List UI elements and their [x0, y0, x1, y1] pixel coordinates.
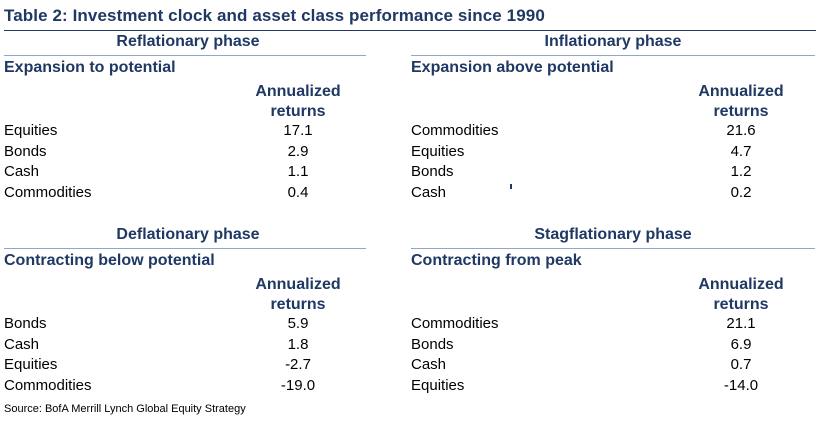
- asset-return: 1.2: [730, 163, 752, 180]
- table-row: Bonds 1.2: [411, 162, 811, 182]
- table-row: Equities -2.7: [4, 355, 404, 375]
- asset-return: 0.7: [730, 356, 752, 373]
- quadrant-deflationary: Deflationary phase Contracting below pot…: [4, 226, 412, 416]
- asset-name: Cash: [411, 356, 447, 373]
- column-header-line1: Annualized: [255, 276, 341, 293]
- table-row: Commodities 0.4: [4, 183, 404, 203]
- phase-heading: Inflationary phase: [544, 33, 682, 50]
- page-title: Table 2: Investment clock and asset clas…: [4, 6, 545, 25]
- table-row: Equities 17.1: [4, 121, 404, 141]
- asset-name: Cash: [4, 163, 40, 180]
- column-header-line1: Annualized: [698, 83, 784, 100]
- phase-heading: Deflationary phase: [116, 226, 260, 243]
- asset-name: Bonds: [4, 143, 47, 160]
- column-header-line2: returns: [713, 103, 769, 120]
- asset-return: 21.6: [726, 122, 756, 139]
- asset-name: Cash: [4, 336, 40, 353]
- phase-subtitle: Contracting below potential: [4, 252, 215, 269]
- asset-name: Cash: [411, 184, 447, 201]
- asset-return: 5.9: [287, 315, 309, 332]
- table-row: Equities 4.7: [411, 142, 811, 162]
- asset-return: 4.7: [730, 143, 752, 160]
- asset-return: 1.1: [287, 163, 309, 180]
- asset-return: -19.0: [280, 377, 316, 394]
- column-header-line2: returns: [270, 296, 326, 313]
- quadrant-stagflationary: Stagflationary phase Contracting from pe…: [411, 226, 819, 416]
- column-header-returns: Annualized returns: [681, 82, 801, 122]
- asset-return: 0.4: [287, 184, 309, 201]
- asset-name: Commodities: [4, 184, 92, 201]
- table-row: Bonds 6.9: [411, 335, 811, 355]
- title-divider: [4, 30, 816, 31]
- asset-name: Commodities: [411, 315, 499, 332]
- phase-divider: [4, 248, 366, 249]
- table-row: Bonds 5.9: [4, 314, 404, 334]
- stray-mark: [510, 184, 512, 189]
- column-header-line1: Annualized: [698, 276, 784, 293]
- asset-return: 1.8: [287, 336, 309, 353]
- asset-name: Bonds: [411, 336, 454, 353]
- asset-return: -14.0: [723, 377, 759, 394]
- table-row: Bonds 2.9: [4, 142, 404, 162]
- asset-name: Commodities: [411, 122, 499, 139]
- asset-name: Equities: [411, 377, 465, 394]
- phase-subtitle: Expansion above potential: [411, 59, 614, 76]
- table-row: Equities -14.0: [411, 376, 811, 396]
- table-row: Cash 0.7: [411, 355, 811, 375]
- asset-name: Commodities: [4, 377, 92, 394]
- quadrant-reflationary: Reflationary phase Expansion to potentia…: [4, 33, 412, 223]
- phase-divider: [411, 55, 815, 56]
- phase-subtitle: Expansion to potential: [4, 59, 176, 76]
- table-row: Cash 0.2: [411, 183, 811, 203]
- asset-return: 17.1: [283, 122, 313, 139]
- table-row: Commodities -19.0: [4, 376, 404, 396]
- phase-heading: Stagflationary phase: [534, 226, 692, 243]
- quadrant-inflationary: Inflationary phase Expansion above poten…: [411, 33, 819, 223]
- asset-return: -2.7: [285, 356, 311, 373]
- asset-name: Equities: [4, 122, 58, 139]
- phase-heading: Reflationary phase: [116, 33, 260, 50]
- phase-subtitle: Contracting from peak: [411, 252, 582, 269]
- column-header-returns: Annualized returns: [238, 275, 358, 315]
- source-note: Source: BofA Merrill Lynch Global Equity…: [4, 403, 246, 415]
- column-header-returns: Annualized returns: [238, 82, 358, 122]
- phase-divider: [411, 248, 815, 249]
- table-row: Commodities 21.1: [411, 314, 811, 334]
- table-row: Cash 1.8: [4, 335, 404, 355]
- column-header-line2: returns: [713, 296, 769, 313]
- asset-return: 6.9: [730, 336, 752, 353]
- asset-name: Equities: [411, 143, 465, 160]
- asset-name: Bonds: [4, 315, 47, 332]
- table-row: Commodities 21.6: [411, 121, 811, 141]
- asset-name: Bonds: [411, 163, 454, 180]
- asset-return: 0.2: [730, 184, 752, 201]
- table-row: Cash 1.1: [4, 162, 404, 182]
- column-header-line2: returns: [270, 103, 326, 120]
- column-header-returns: Annualized returns: [681, 275, 801, 315]
- asset-return: 2.9: [287, 143, 309, 160]
- phase-divider: [4, 55, 366, 56]
- column-header-line1: Annualized: [255, 83, 341, 100]
- asset-return: 21.1: [726, 315, 756, 332]
- asset-name: Equities: [4, 356, 58, 373]
